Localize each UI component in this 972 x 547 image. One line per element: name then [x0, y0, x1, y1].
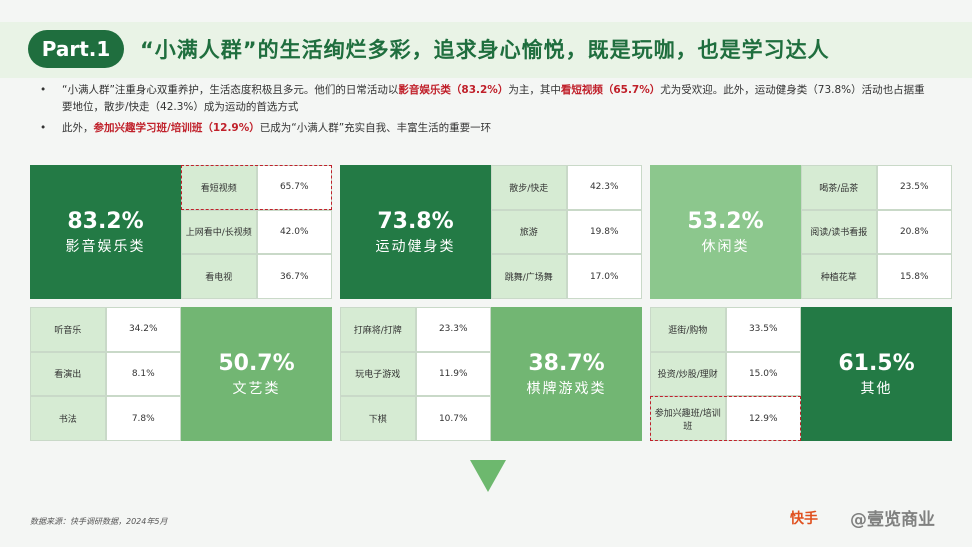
- highlight-frame: [650, 396, 801, 441]
- highlight-text: 看短视频（65.7%）: [560, 84, 661, 96]
- item-label: 喝茶/品茶: [801, 165, 877, 210]
- text: 尤为受欢迎。此外，运动健身类（73.8%）活动也占据重要地位，散步/快走（42.…: [62, 84, 925, 113]
- item-label: 散步/快走: [491, 165, 567, 210]
- item-label: 种植花草: [801, 254, 877, 299]
- header-band: [0, 22, 972, 78]
- category-pct: 73.8%: [377, 208, 454, 234]
- item-value: 17.0%: [566, 254, 642, 299]
- item-label: 书法: [30, 396, 106, 441]
- category-pct: 50.7%: [218, 350, 295, 376]
- badge: Part.1: [28, 30, 124, 68]
- category-box: 53.2% 休闲类: [650, 165, 801, 299]
- item-value: 23.3%: [415, 307, 491, 352]
- item-value: 36.7%: [256, 254, 332, 299]
- item-value: 42.0%: [256, 209, 332, 255]
- bullet-list: • “小满人群”注重身心双重养护，生活态度积极且多元。他们的日常活动以影音娱乐类（…: [40, 82, 930, 137]
- item-value: 65.7%: [256, 165, 332, 210]
- item-label: 打麻将/打牌: [340, 307, 416, 352]
- down-arrow: [470, 460, 506, 492]
- item-label: 旅游: [491, 209, 567, 255]
- category-box: 83.2% 影音娱乐类: [30, 165, 181, 299]
- item-label: 下棋: [340, 396, 416, 441]
- title: “小满人群”的生活绚烂多彩，追求身心愉悦，既是玩咖，也是学习达人: [140, 38, 830, 62]
- bullet: • “小满人群”注重身心双重养护，生活态度积极且多元。他们的日常活动以影音娱乐类（…: [40, 82, 930, 116]
- item-value: 19.8%: [566, 209, 642, 255]
- category-label: 影音娱乐类: [65, 238, 146, 255]
- item-value: 8.1%: [105, 351, 181, 397]
- highlight-frame: [181, 165, 332, 210]
- item-value: 33.5%: [725, 307, 801, 352]
- item-label: 参加兴趣班/培训班: [650, 396, 726, 441]
- category-label: 运动健身类: [375, 238, 456, 255]
- item-label: 逛街/购物: [650, 307, 726, 352]
- category-pct: 53.2%: [687, 208, 764, 234]
- bullet-dot: •: [40, 84, 47, 96]
- category-label: 文艺类: [232, 380, 281, 397]
- category-pct: 61.5%: [838, 350, 915, 376]
- item-label: 上网看中/长视频: [181, 209, 257, 255]
- category-label: 其他: [860, 380, 893, 397]
- highlight-text: 影音娱乐类（83.2%）: [398, 84, 509, 96]
- logo: 快手: [790, 511, 818, 527]
- item-label: 投资/炒股/理财: [650, 351, 726, 397]
- bullet-dot: •: [40, 122, 47, 134]
- text: 已成为“小满人群”充实自我、丰富生活的重要一环: [259, 122, 492, 134]
- item-label: 看电视: [181, 254, 257, 299]
- item-value: 23.5%: [876, 165, 952, 210]
- item-label: 看演出: [30, 351, 106, 397]
- category-box: 50.7% 文艺类: [181, 307, 332, 441]
- item-label: 听音乐: [30, 307, 106, 352]
- item-label: 阅读/读书看报: [801, 209, 877, 255]
- item-label: 跳舞/广场舞: [491, 254, 567, 299]
- category-pct: 38.7%: [528, 350, 605, 376]
- text: “小满人群”注重身心双重养护，生活态度积极且多元。他们的日常活动以: [62, 84, 399, 96]
- item-value: 15.0%: [725, 351, 801, 397]
- item-value: 7.8%: [105, 396, 181, 441]
- item-value: 42.3%: [566, 165, 642, 210]
- text: 此外，: [62, 122, 94, 134]
- item-value: 10.7%: [415, 396, 491, 441]
- bullet-text: “小满人群”注重身心双重养护，生活态度积极且多元。他们的日常活动以影音娱乐类（8…: [62, 82, 930, 116]
- category-label: 休闲类: [701, 238, 750, 255]
- bullet: • 此外，参加兴趣学习班/培训班（12.9%）已成为“小满人群”充实自我、丰富生活…: [40, 120, 930, 137]
- watermark: @壹览商业: [850, 510, 935, 530]
- item-value: 15.8%: [876, 254, 952, 299]
- highlight-text: 参加兴趣学习班/培训班（12.9%）: [93, 122, 260, 134]
- category-box: 38.7% 棋牌游戏类: [491, 307, 642, 441]
- category-pct: 83.2%: [67, 208, 144, 234]
- item-value: 20.8%: [876, 209, 952, 255]
- item-value: 11.9%: [415, 351, 491, 397]
- category-box: 61.5% 其他: [801, 307, 952, 441]
- category-label: 棋牌游戏类: [526, 380, 607, 397]
- text: 为主，其中: [508, 84, 561, 96]
- category-box: 73.8% 运动健身类: [340, 165, 491, 299]
- bullet-text: 此外，参加兴趣学习班/培训班（12.9%）已成为“小满人群”充实自我、丰富生活的…: [62, 120, 491, 137]
- source: 数据来源：快手调研数据，2024年5月: [30, 517, 168, 526]
- item-label: 玩电子游戏: [340, 351, 416, 397]
- item-value: 34.2%: [105, 307, 181, 352]
